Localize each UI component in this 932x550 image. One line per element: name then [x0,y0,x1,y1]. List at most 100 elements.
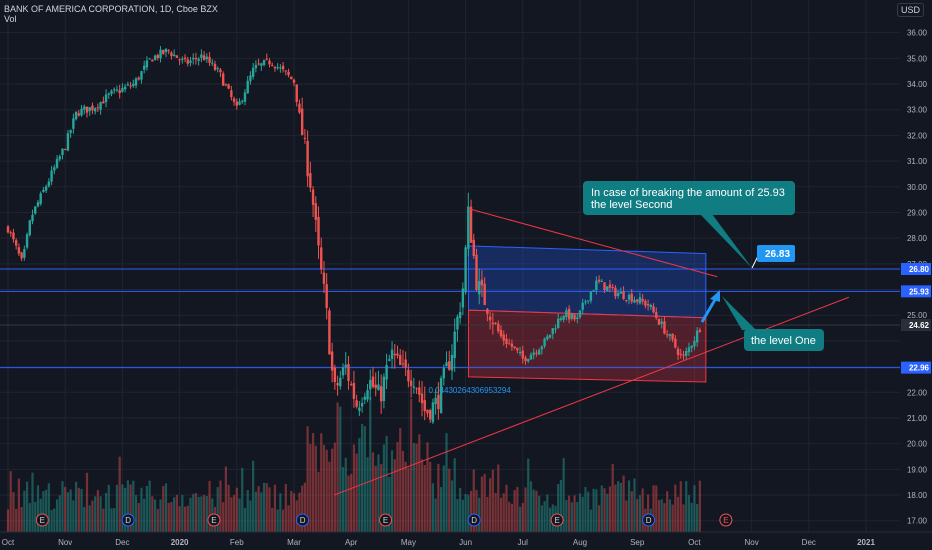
volume-bar [510,503,514,532]
volume-bar [25,481,29,532]
candle-body [562,315,565,320]
price-tick-label: 21.00 [907,414,928,423]
time-tick-label: May [401,538,416,547]
callout-second-line1: In case of breaking the amount of 25.93 [591,187,785,199]
candle-body [581,302,584,310]
volume-bar [524,487,527,532]
candle-body [50,170,53,182]
price-axis[interactable]: 17.0018.0019.0020.0021.0022.0025.0027.00… [900,0,932,550]
candle-body [685,350,688,356]
event-marker [719,513,733,527]
time-tick-label: Apr [345,538,358,547]
volume-bar [480,476,484,532]
volume-bar [502,493,505,532]
candle-body [347,363,350,381]
volume-bar [254,491,257,532]
price-tick-label: 22.00 [907,388,928,397]
candle-body [83,106,86,110]
volume-bar [292,493,296,532]
volume-bar [159,499,162,532]
volume-bar [137,503,140,532]
volume-bar [61,481,64,532]
candle-body [665,334,669,336]
candle-body [151,59,154,62]
candle-body [238,101,241,105]
event-marker [550,513,564,527]
volume-bar [638,495,642,532]
candle-body [418,387,421,395]
candle-body [170,52,173,57]
volume-bar [578,493,582,532]
candle-body [442,368,446,379]
annotations[interactable]: In case of breaking the amount of 25.93 t… [583,181,824,351]
volume-bar [355,453,358,532]
volume-bar [494,492,497,532]
candle-body [104,94,108,103]
candle-body [102,101,105,104]
volume-bar [587,491,590,532]
volume-bar [53,508,56,532]
candle-body [597,279,601,282]
horizontal-levels[interactable] [0,268,900,369]
volume-bar [426,442,429,532]
volume-bar [243,507,247,532]
candle-body [194,57,198,60]
candle-body [584,301,587,303]
candle-body [518,352,522,354]
volume-bar [230,497,233,532]
volume-bar [516,486,519,532]
candle-body [652,306,655,313]
symbol-title[interactable]: BANK OF AMERICA CORPORATION, 1D, Cboe BZ… [4,4,218,14]
candle-body [113,89,116,91]
volume-bar [148,480,151,532]
candle-body [494,322,497,324]
candle-body [12,232,15,240]
volume-bar [456,499,459,532]
candle-body [622,291,625,300]
volume-bar [625,500,628,532]
volume-bar [344,457,347,532]
event-marker [296,513,310,527]
volume-bar [646,494,650,532]
candle-body [14,240,18,246]
volume-bar [636,499,639,532]
volume-bar [380,464,383,532]
candle-body [96,107,100,109]
volume-bar [690,502,693,532]
volume-label[interactable]: Vol [4,14,17,24]
volume-bar [303,482,306,532]
candle-body [499,329,503,337]
candle-body [540,346,544,350]
candle-body [339,377,342,387]
volume-bar [17,478,20,532]
candle-body [110,90,113,94]
callout-second-box [583,181,795,215]
volume-bar [203,495,206,532]
volume-bar [448,468,451,532]
volume-bar [420,459,424,532]
candle-body [690,345,693,348]
volume-bar [31,472,34,532]
volume-bar [216,487,219,532]
candle-body [164,48,168,53]
volume-bar [50,509,53,532]
candle-body [671,333,674,340]
time-axis[interactable]: Oct Nov Dec 2020 Feb Mar Apr May Jun Jul Aug Sep Oct… [0,531,932,550]
candle-body [211,62,214,64]
candle-body [546,336,549,340]
candle-body [393,353,396,356]
volume-bar [371,452,375,532]
volume-bar [459,487,462,532]
candle-body [507,343,511,345]
currency-badge[interactable]: USD [896,3,924,17]
volume-bar [369,397,372,532]
candle-body [200,54,203,58]
callout-one-text: the level One [751,335,816,347]
volume-bar [241,467,244,532]
event-marker-label: E [554,516,559,525]
candle-body [695,330,699,343]
candle-body [295,84,298,102]
candle-body [192,57,195,60]
